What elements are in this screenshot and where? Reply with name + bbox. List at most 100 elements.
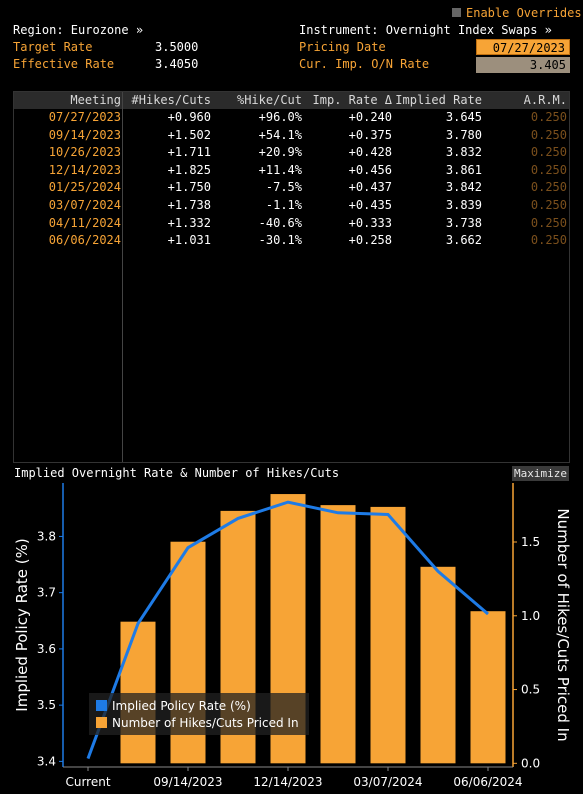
right-tick-label: 1.5 bbox=[521, 535, 540, 549]
cell-implied: 3.780 bbox=[445, 127, 482, 142]
cell-pct: -1.1% bbox=[265, 198, 302, 212]
cell-meeting: 01/25/2024 bbox=[48, 180, 121, 195]
effective-rate-value: 3.4050 bbox=[155, 57, 199, 71]
cell-implied: 3.662 bbox=[445, 233, 482, 248]
table-row[interactable]: 10/26/2023 +1.711 +20.9% +0.428 3.832 0.250 bbox=[14, 145, 569, 162]
cell-delta: +0.333 bbox=[348, 215, 392, 230]
cell-pct: +54.1% bbox=[258, 127, 302, 142]
cell-arm: 0.250 bbox=[530, 198, 567, 212]
cell-arm: 0.250 bbox=[530, 110, 567, 124]
cell-delta: +0.240 bbox=[348, 110, 392, 124]
cell-meeting: 12/14/2023 bbox=[48, 162, 121, 177]
left-tick-label: 3.8 bbox=[37, 529, 56, 543]
cell-hikes: +1.825 bbox=[167, 162, 211, 177]
cell-delta: +0.375 bbox=[348, 127, 392, 142]
table-row[interactable]: 01/25/2024 +1.750 -7.5% +0.437 3.842 0.250 bbox=[14, 180, 569, 197]
cell-meeting: 09/14/2023 bbox=[48, 127, 121, 142]
cell-hikes: +1.738 bbox=[167, 198, 211, 212]
cell-pct: +11.4% bbox=[258, 162, 302, 177]
cell-implied: 3.839 bbox=[445, 198, 482, 212]
cell-hikes: +1.711 bbox=[167, 145, 211, 160]
cell-meeting: 07/27/2023 bbox=[48, 110, 121, 124]
cell-arm: 0.250 bbox=[530, 233, 567, 248]
cell-pct: +20.9% bbox=[258, 145, 302, 160]
region-selector[interactable]: Region: Eurozone » bbox=[13, 23, 144, 37]
bar-03/07/2024 bbox=[370, 506, 406, 764]
right-tick-label: 1.0 bbox=[521, 609, 540, 623]
table-row[interactable]: 04/11/2024 +1.332 -40.6% +0.333 3.738 0.250 bbox=[14, 216, 569, 233]
table-row[interactable]: 07/27/2023 +0.960 +96.0% +0.240 3.645 0.250 bbox=[14, 110, 569, 127]
table-row[interactable]: 03/07/2024 +1.738 -1.1% +0.435 3.839 0.250 bbox=[14, 198, 569, 215]
instrument-selector[interactable]: Instrument: Overnight Index Swaps » bbox=[299, 23, 552, 37]
x-tick-label: 09/14/2023 bbox=[153, 775, 222, 789]
cell-hikes: +0.960 bbox=[167, 110, 211, 124]
legend-swatch-hikes bbox=[96, 717, 107, 728]
effective-rate-label: Effective Rate bbox=[13, 57, 115, 71]
cell-implied: 3.832 bbox=[445, 145, 482, 160]
bar-07/27/2023 bbox=[120, 621, 156, 764]
cell-implied: 3.738 bbox=[445, 215, 482, 230]
cell-pct: -40.6% bbox=[258, 215, 302, 230]
x-tick-label: Current bbox=[65, 775, 110, 789]
col-header-delta[interactable]: Imp. Rate Δ bbox=[312, 93, 392, 107]
left-tick-label: 3.5 bbox=[37, 698, 56, 712]
table-header: Meeting #Hikes/Cuts %Hike/Cut Imp. Rate … bbox=[14, 92, 569, 109]
pricing-date-label: Pricing Date bbox=[299, 40, 386, 54]
cell-delta: +0.428 bbox=[348, 145, 392, 160]
col-header-hikes[interactable]: #Hikes/Cuts bbox=[131, 93, 211, 107]
maximize-button[interactable]: Maximize bbox=[512, 466, 569, 481]
cell-pct: -30.1% bbox=[258, 233, 302, 248]
cell-arm: 0.250 bbox=[530, 145, 567, 160]
cell-meeting: 10/26/2023 bbox=[48, 145, 121, 160]
cell-meeting: 06/06/2024 bbox=[48, 233, 121, 248]
cell-delta: +0.435 bbox=[348, 198, 392, 212]
cell-hikes: +1.031 bbox=[167, 233, 211, 248]
legend-label-hikes: Number of Hikes/Cuts Priced In bbox=[112, 716, 299, 730]
cur-imp-rate-input[interactable]: 3.405 bbox=[476, 57, 570, 73]
left-tick-label: 3.4 bbox=[37, 754, 56, 768]
cell-pct: -7.5% bbox=[265, 180, 302, 195]
enable-overrides-label[interactable]: Enable Overrides bbox=[466, 6, 582, 20]
left-tick-label: 3.7 bbox=[37, 586, 56, 600]
cell-arm: 0.250 bbox=[530, 127, 567, 142]
x-tick-label: 03/07/2024 bbox=[353, 775, 422, 789]
col-header-meeting[interactable]: Meeting bbox=[70, 93, 121, 107]
cell-arm: 0.250 bbox=[530, 162, 567, 177]
chart-plot: 3.4 3.5 3.6 3.7 3.8 0.0 0.5 1.0 1.5 Current 09/14/… bbox=[13, 483, 572, 789]
cell-delta: +0.437 bbox=[348, 180, 392, 195]
table-row[interactable]: 06/06/2024 +1.031 -30.1% +0.258 3.662 0.250 bbox=[14, 233, 569, 250]
cell-arm: 0.250 bbox=[530, 215, 567, 230]
right-axis-label: Number of Hikes/Cuts Priced In bbox=[554, 508, 572, 741]
cell-meeting: 04/11/2024 bbox=[48, 215, 121, 230]
right-tick-label: 0.5 bbox=[521, 683, 540, 697]
cell-pct: +96.0% bbox=[258, 110, 302, 124]
col-header-pct[interactable]: %Hike/Cut bbox=[236, 93, 302, 107]
col-header-arm[interactable]: A.R.M. bbox=[523, 93, 567, 107]
enable-overrides-checkbox[interactable] bbox=[452, 8, 461, 17]
cell-arm: 0.250 bbox=[530, 180, 567, 195]
cell-implied: 3.842 bbox=[445, 180, 482, 195]
left-tick-label: 3.6 bbox=[37, 642, 56, 656]
meetings-table: Meeting #Hikes/Cuts %Hike/Cut Imp. Rate … bbox=[13, 91, 570, 463]
x-tick-label: 12/14/2023 bbox=[253, 775, 322, 789]
target-rate-value: 3.5000 bbox=[155, 40, 199, 54]
legend-swatch-rate bbox=[96, 700, 107, 711]
cell-hikes: +1.750 bbox=[167, 180, 211, 195]
cur-imp-rate-label: Cur. Imp. O/N Rate bbox=[299, 57, 430, 71]
cell-delta: +0.258 bbox=[348, 233, 392, 248]
table-row[interactable]: 09/14/2023 +1.502 +54.1% +0.375 3.780 0.250 bbox=[14, 128, 569, 145]
column-divider bbox=[122, 92, 123, 462]
cell-implied: 3.645 bbox=[445, 110, 482, 124]
col-header-implied[interactable]: Implied Rate bbox=[395, 93, 482, 107]
pricing-date-input[interactable]: 07/27/2023 bbox=[476, 39, 570, 55]
legend-label-rate: Implied Policy Rate (%) bbox=[112, 699, 251, 713]
cell-delta: +0.456 bbox=[348, 162, 392, 177]
cell-implied: 3.861 bbox=[445, 162, 482, 177]
bar-01/25/2024 bbox=[320, 505, 356, 764]
table-row[interactable]: 12/14/2023 +1.825 +11.4% +0.456 3.861 0.250 bbox=[14, 163, 569, 180]
chart-legend bbox=[89, 693, 309, 735]
cell-meeting: 03/07/2024 bbox=[48, 198, 121, 212]
bar-06/06/2024 bbox=[470, 611, 506, 764]
right-tick-label: 0.0 bbox=[521, 756, 540, 770]
cell-hikes: +1.332 bbox=[167, 215, 211, 230]
